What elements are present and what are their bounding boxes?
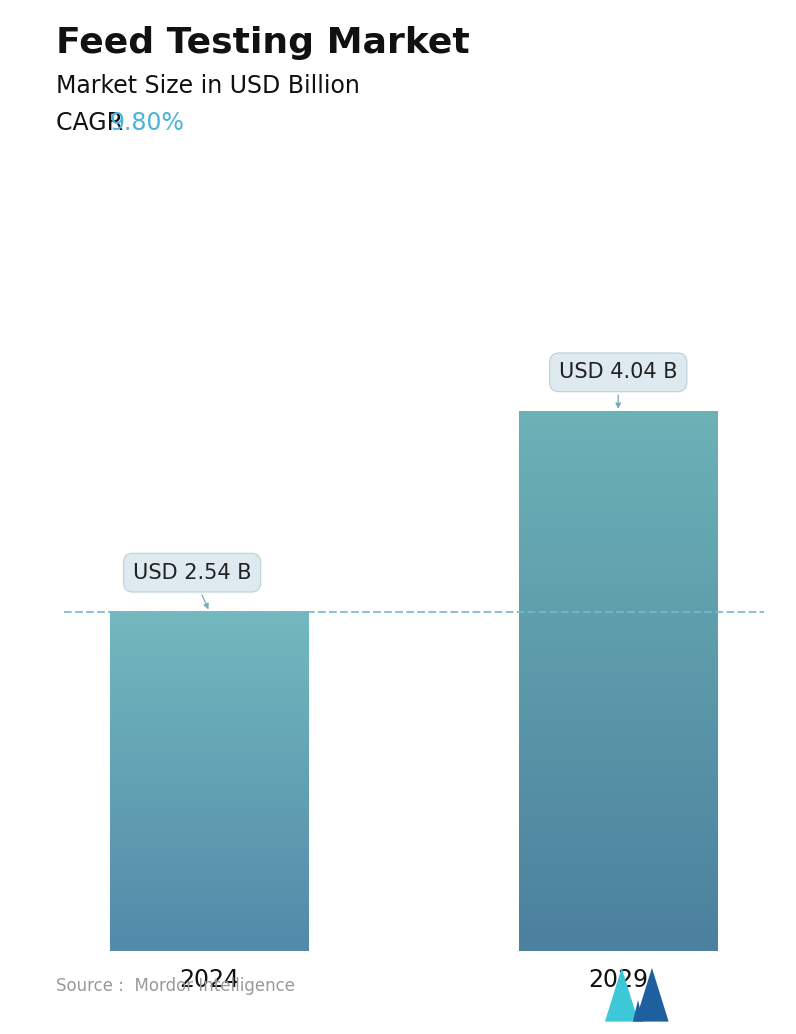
- Polygon shape: [635, 968, 669, 1022]
- Text: CAGR: CAGR: [56, 111, 131, 134]
- Polygon shape: [633, 1000, 643, 1022]
- Polygon shape: [605, 968, 638, 1022]
- Text: Market Size in USD Billion: Market Size in USD Billion: [56, 74, 360, 98]
- Text: Source :  Mordor Intelligence: Source : Mordor Intelligence: [56, 977, 295, 995]
- Text: USD 2.54 B: USD 2.54 B: [133, 562, 252, 608]
- Text: 9.80%: 9.80%: [110, 111, 185, 134]
- Text: USD 4.04 B: USD 4.04 B: [559, 362, 677, 407]
- Text: Feed Testing Market: Feed Testing Market: [56, 26, 470, 60]
